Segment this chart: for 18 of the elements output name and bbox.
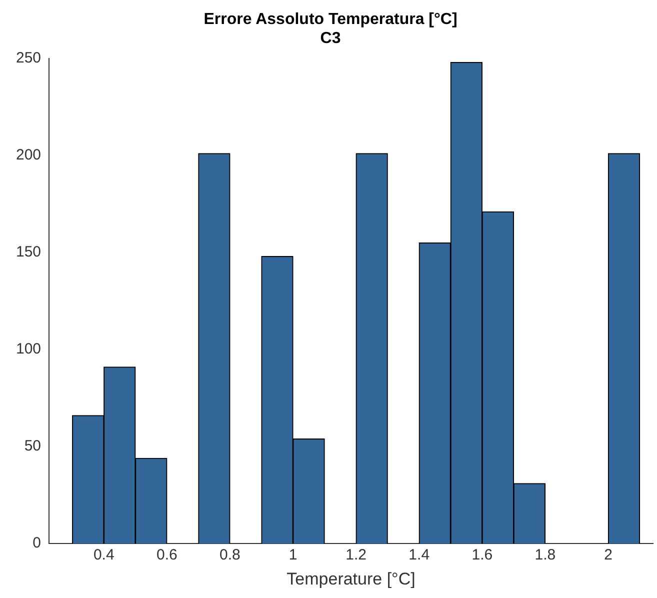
y-tick-label: 0	[32, 534, 42, 552]
x-tick-label: 1	[288, 546, 298, 564]
x-axis-title: Temperature [°C]	[286, 569, 416, 588]
chart-subtitle: C3	[320, 30, 341, 48]
y-tick-label: 250	[16, 50, 42, 67]
x-tick-label: 1.8	[534, 546, 556, 564]
x-tick-label: 0.8	[220, 546, 240, 564]
x-tick-label: 2	[604, 546, 612, 564]
chart-title: Errore Assoluto Temperatura [°C]	[204, 11, 458, 28]
y-tick-label: 150	[16, 244, 42, 261]
x-tick-label: 1.6	[472, 546, 493, 564]
x-tick-label: 1.4	[408, 546, 430, 564]
y-tick-label: 50	[24, 438, 42, 455]
x-tick-label: 0.4	[93, 546, 114, 564]
y-tick-label: 200	[16, 146, 42, 164]
x-tick-label: 0.6	[156, 546, 178, 564]
x-tick-label: 1.2	[346, 546, 366, 564]
y-tick-label: 100	[16, 340, 42, 358]
